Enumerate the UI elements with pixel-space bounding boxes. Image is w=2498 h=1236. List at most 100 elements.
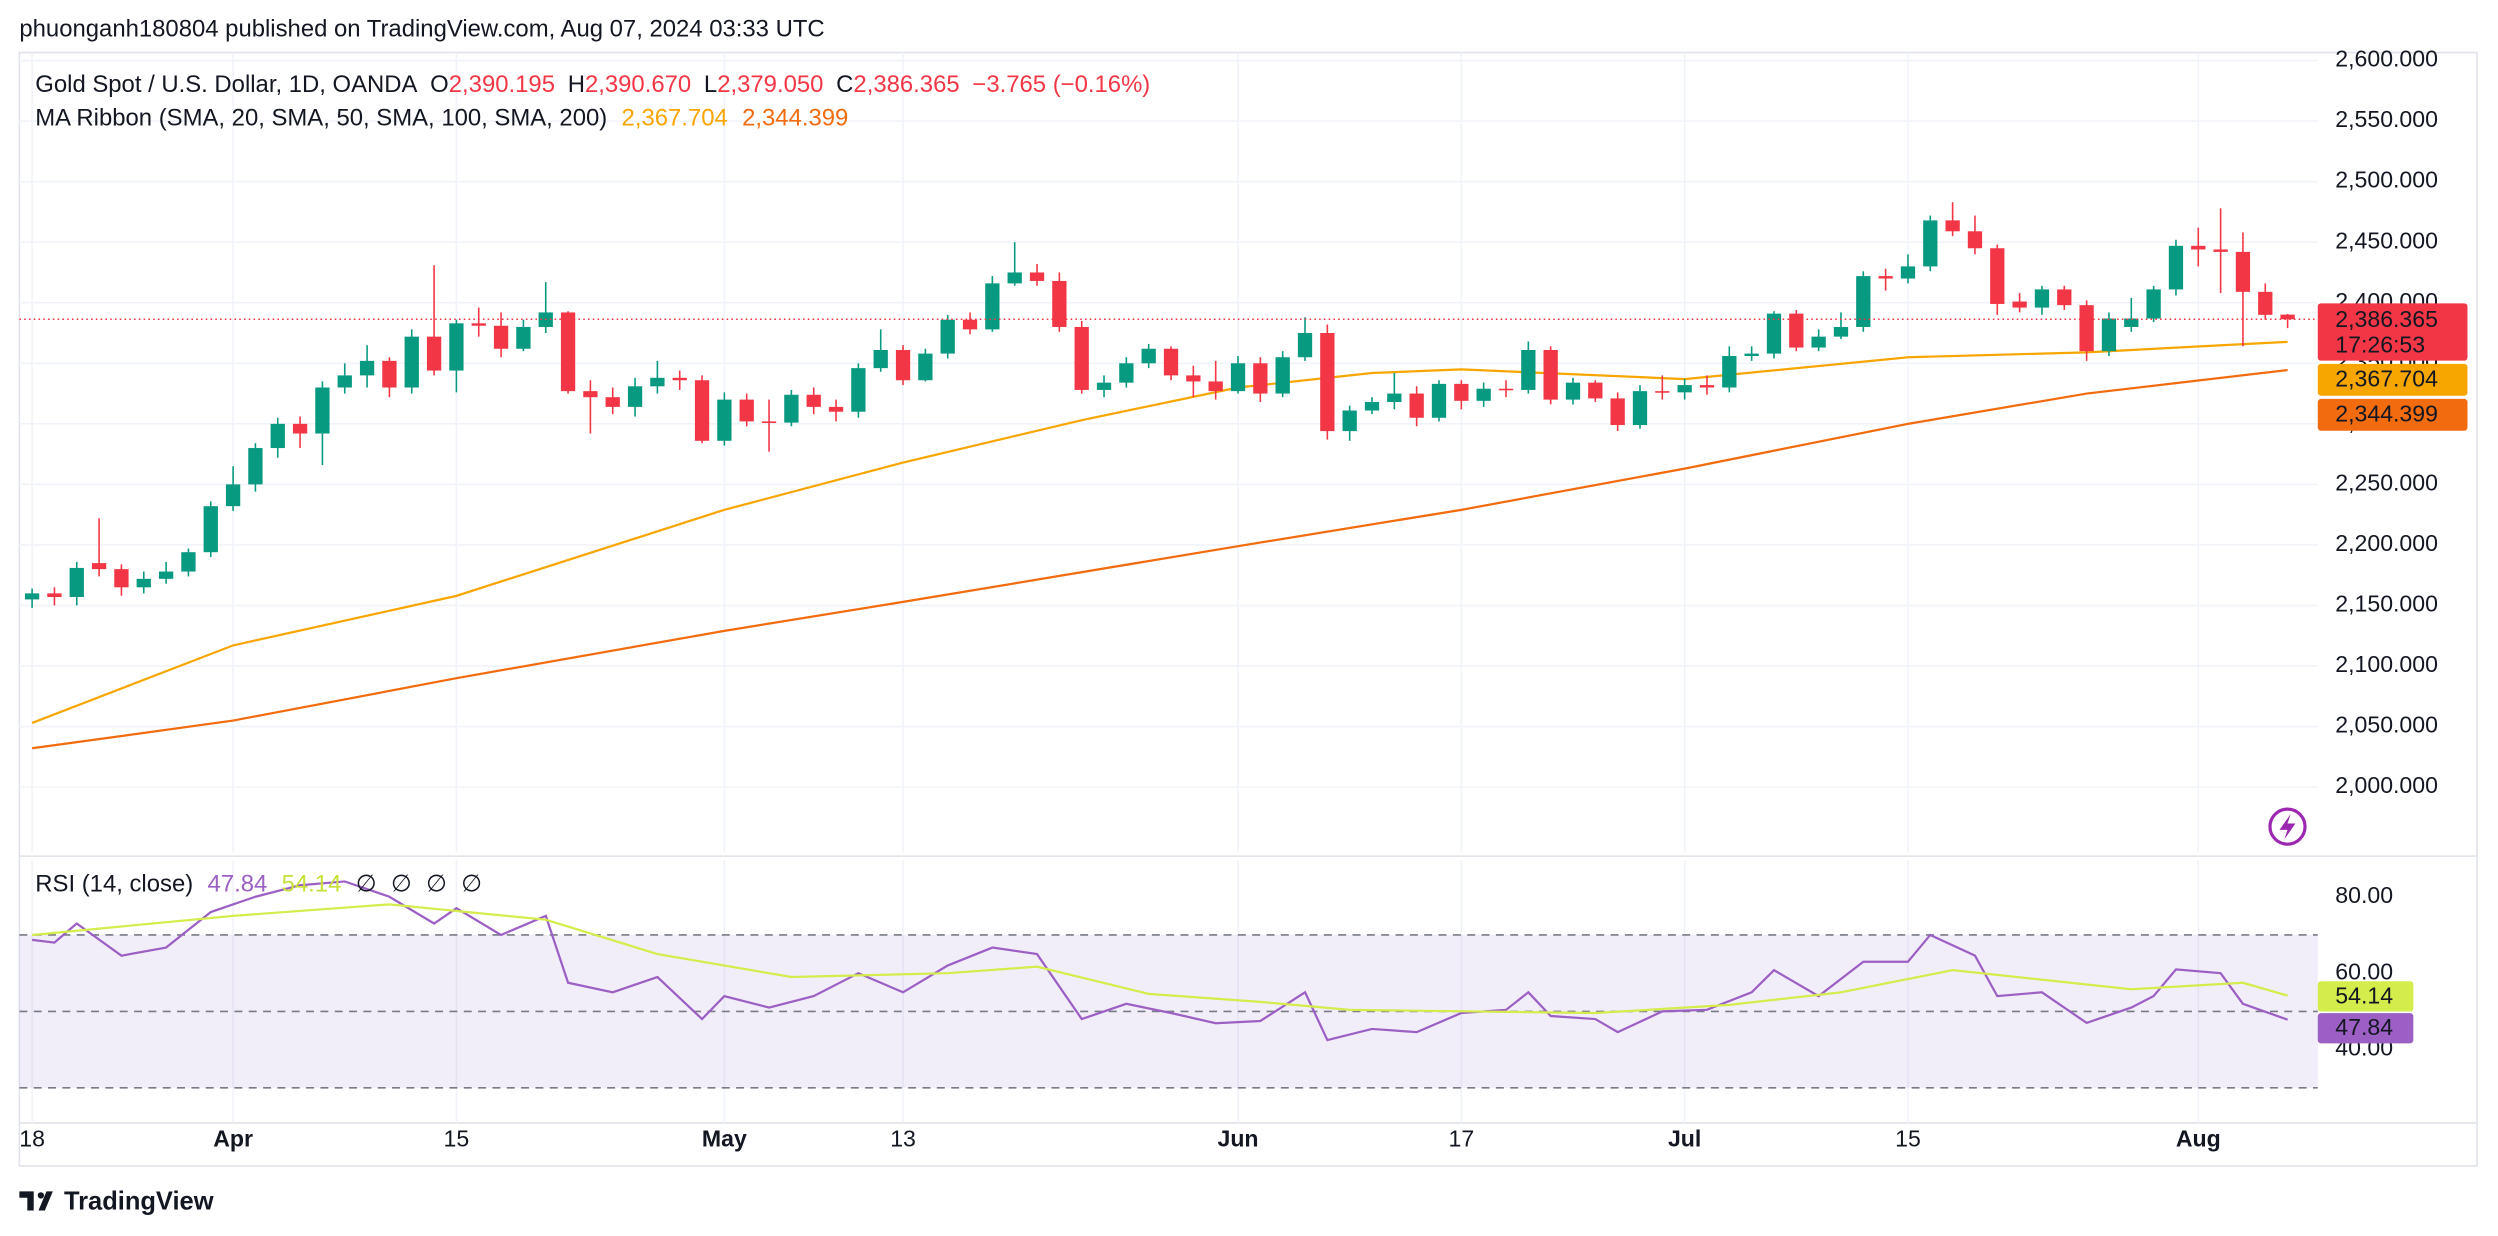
countdown-label: 17:26:53 — [2335, 331, 2425, 357]
x-tick-label: 13 — [890, 1126, 916, 1152]
y-tick-label: 2,050.000 — [2335, 712, 2438, 738]
candle-body — [270, 423, 285, 449]
candle-body — [91, 563, 107, 570]
candle-body — [1632, 391, 1648, 426]
alert-icon[interactable] — [2268, 807, 2307, 846]
candle-body — [1208, 381, 1223, 392]
candle-body — [1677, 385, 1692, 393]
candle-body — [672, 377, 687, 381]
ma-price-label: 2,344.399 — [2335, 401, 2438, 427]
candle-body — [1320, 333, 1335, 432]
candle-body — [1119, 363, 1134, 383]
ma-price-box — [2317, 363, 2468, 396]
candle-body — [2213, 249, 2228, 252]
candle-body — [2057, 289, 2072, 306]
legend-value: 2,379.050 — [717, 71, 823, 98]
candle-body — [985, 283, 1000, 330]
candle-body — [627, 386, 643, 407]
candle-body — [1230, 363, 1246, 392]
candle-body — [114, 569, 129, 588]
candle-body — [2280, 314, 2295, 320]
candle-body — [1900, 266, 1916, 279]
logo-text: TradingView — [64, 1187, 214, 1215]
candle-body — [1543, 349, 1558, 400]
candle-body — [1967, 231, 1983, 249]
chart-frame — [18, 51, 2478, 1167]
candle-body — [761, 421, 777, 424]
candle-body — [471, 323, 486, 326]
candle-body — [1029, 272, 1045, 281]
candle-body — [1387, 393, 1402, 403]
ma-value: 2,344.399 — [742, 105, 848, 132]
x-tick-label: May — [702, 1126, 747, 1152]
y-tick-label: 2,550.000 — [2335, 106, 2438, 132]
candle-body — [895, 349, 911, 381]
candle-body — [1588, 382, 1603, 399]
x-tick-label: Aug — [2176, 1126, 2221, 1152]
ma-price-label: 2,367.704 — [2335, 366, 2438, 392]
y-tick-label: 2,450.000 — [2335, 227, 2438, 253]
y-tick-label: 2,500.000 — [2335, 167, 2438, 193]
y-tick-label: 2,000.000 — [2335, 772, 2438, 798]
candle-body — [2146, 289, 2161, 319]
candle-body — [2101, 318, 2117, 352]
candle-body — [2191, 245, 2206, 250]
candle-body — [583, 391, 598, 398]
candle-body — [382, 360, 397, 388]
candle-body — [1923, 220, 1938, 267]
rsi-value-box — [2317, 1013, 2414, 1044]
candle-body — [315, 387, 330, 434]
candle-body — [1610, 398, 1625, 426]
y-tick-label: 2,200.000 — [2335, 530, 2438, 556]
legend-key: C — [836, 71, 853, 98]
candle-body — [739, 399, 754, 422]
y-tick-label: 2,100.000 — [2335, 651, 2438, 677]
candle-body — [1744, 353, 1759, 357]
indicator-line — [31, 368, 2288, 750]
candle-body — [806, 394, 821, 407]
x-tick-label: Apr — [213, 1126, 253, 1152]
candle-body — [560, 312, 576, 392]
ma-legend: MA Ribbon (SMA, 20, SMA, 50, SMA, 100, S… — [35, 105, 848, 132]
candle-body — [1454, 383, 1469, 401]
candle-body — [1364, 402, 1380, 411]
ma-title: MA Ribbon (SMA, 20, SMA, 50, SMA, 100, S… — [35, 105, 607, 132]
candle-body — [1052, 280, 1067, 327]
candle-body — [1431, 383, 1447, 418]
x-tick-label: 15 — [444, 1126, 470, 1152]
candle-body — [426, 336, 442, 371]
candle-body — [1699, 385, 1715, 388]
rsi-value: 47.84 — [208, 871, 268, 898]
candle-body — [1141, 348, 1156, 364]
y-tick-label: 2,250.000 — [2335, 469, 2438, 495]
legend-change: −3.765 (−0.16%) — [972, 71, 1150, 98]
candle-body — [1789, 313, 1804, 348]
candle-body — [449, 323, 464, 371]
na-value: ∅ — [461, 871, 482, 898]
candle-body — [1498, 388, 1514, 391]
candle-body — [493, 325, 509, 349]
candle-body — [1521, 349, 1536, 390]
rsi-legend: RSI (14, close) 47.84 54.14 ∅ ∅ ∅ ∅ — [35, 871, 482, 898]
candle-body — [694, 380, 710, 441]
candle-body — [337, 375, 352, 388]
candle-body — [248, 448, 263, 485]
candle-body — [650, 377, 665, 387]
candle-body — [1253, 363, 1268, 394]
candle-body — [2258, 291, 2273, 315]
candle-body — [1945, 220, 1960, 232]
candle-body — [1878, 276, 1893, 279]
candle-body — [1565, 382, 1581, 400]
ma-price-box — [2317, 398, 2468, 431]
candle-body — [158, 571, 174, 579]
candle-body — [1074, 326, 1089, 390]
rsi-value-label: 54.14 — [2335, 982, 2393, 1008]
candle-body — [605, 397, 620, 407]
na-value: ∅ — [391, 871, 412, 898]
last-price-label: 2,386.365 — [2335, 306, 2438, 332]
indicator-line — [31, 880, 2289, 1042]
legend-value: 2,386.365 — [853, 71, 959, 98]
candle-body — [2079, 305, 2094, 352]
candle-body — [136, 578, 151, 588]
candle-body — [828, 406, 844, 412]
